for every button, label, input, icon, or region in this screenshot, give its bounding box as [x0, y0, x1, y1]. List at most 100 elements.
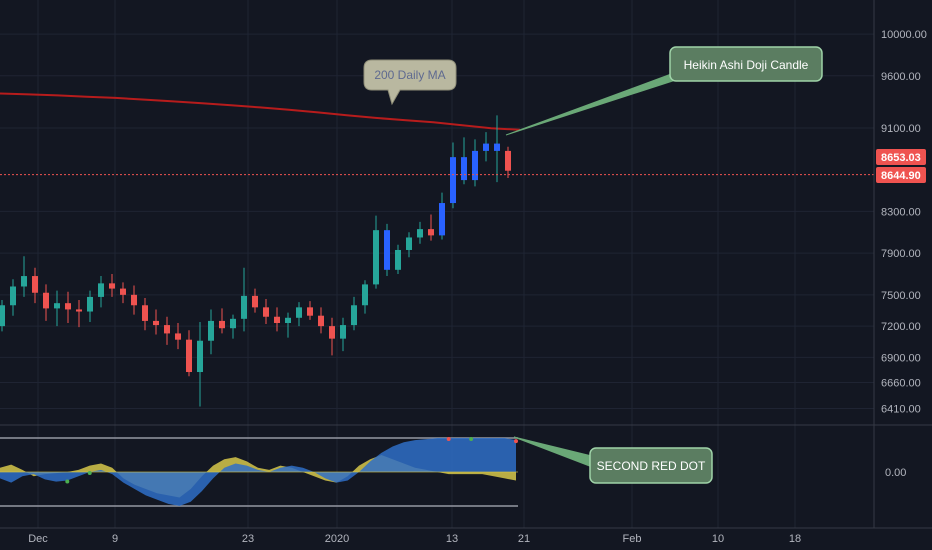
candle [0, 300, 5, 332]
candle-body [417, 229, 423, 238]
doji-callout: Heikin Ashi Doji Candle [505, 46, 823, 136]
candle [98, 276, 104, 308]
candle [109, 273, 115, 297]
candle-body [76, 309, 82, 312]
candle [439, 192, 445, 240]
candle-body [362, 284, 368, 306]
red-dot-callout: SECOND RED DOT [513, 436, 713, 484]
candle [318, 307, 324, 334]
y-tick-label: 6900.00 [881, 352, 921, 364]
candle [296, 302, 302, 327]
candle-body [0, 305, 5, 327]
y-tick-label: 9600.00 [881, 71, 921, 83]
candle-body [241, 295, 247, 319]
red-dot-callout-text: SECOND RED DOT [597, 459, 706, 473]
osc-zero-label: 0.00 [885, 467, 906, 479]
candle-body [252, 295, 258, 308]
x-tick-label: 10 [712, 533, 724, 545]
time-axis-ticks: Dec 9 23 2020 13 21 Feb 10 18 [28, 533, 801, 545]
candle-body [10, 286, 16, 306]
osc-green-dot [87, 471, 92, 475]
candle [131, 285, 137, 315]
y-tick-label: 7500.00 [881, 290, 921, 302]
osc-green-dot [65, 479, 70, 484]
candle [395, 244, 401, 274]
candle [230, 314, 236, 339]
candle [10, 279, 16, 316]
candle-body [373, 230, 379, 285]
last-price-label: 8653.03 [881, 152, 921, 164]
candle-body [175, 333, 181, 340]
osc-red-dot [446, 437, 451, 441]
candle [43, 284, 49, 321]
candle-body [472, 150, 478, 181]
candle [120, 282, 126, 304]
candle-body [32, 276, 38, 293]
candle-body [142, 305, 148, 321]
ma-callout-text: 200 Daily MA [374, 68, 445, 82]
x-tick-label: 2020 [325, 533, 349, 545]
candle [65, 291, 71, 323]
candle-body [318, 315, 324, 327]
candle-body [87, 296, 93, 312]
last-price-tag: 8653.03 [876, 149, 926, 165]
candle [21, 256, 27, 297]
candle-body [329, 326, 335, 339]
candle [406, 232, 412, 258]
candle [483, 132, 489, 162]
candle [241, 267, 247, 332]
x-tick-label: Dec [28, 533, 48, 545]
candle [219, 308, 225, 334]
ma-callout: 200 Daily MA [363, 59, 457, 106]
osc-red-dot [514, 439, 518, 444]
candle-body [351, 305, 357, 326]
y-tick-label: 6410.00 [881, 404, 921, 416]
candle-body [307, 307, 313, 316]
x-tick-label: 21 [518, 533, 530, 545]
candle [164, 316, 170, 345]
ma-200-line [0, 92, 521, 131]
doji-callout-text: Heikin Ashi Doji Candle [684, 58, 809, 72]
candle [417, 221, 423, 244]
prev-price-label: 8644.90 [881, 170, 921, 182]
candle-body [164, 325, 170, 334]
candle [351, 296, 357, 331]
candle [142, 297, 148, 331]
oscillator-pane [0, 437, 518, 507]
y-tick-label: 7200.00 [881, 321, 921, 333]
x-tick-label: 13 [446, 533, 458, 545]
candle-body [208, 320, 214, 341]
candle [87, 290, 93, 322]
candle [197, 321, 203, 407]
candle [76, 300, 82, 328]
candle-body [263, 307, 269, 317]
candle-body [186, 339, 192, 373]
moving-average-layer [0, 92, 521, 131]
candle-body [285, 317, 291, 323]
candle [505, 146, 511, 179]
candle-body [54, 303, 60, 309]
candle [285, 312, 291, 338]
candle [175, 322, 181, 350]
candle [472, 139, 478, 187]
candle [384, 223, 390, 277]
candle-body [505, 150, 511, 171]
candle-body [494, 143, 500, 151]
x-tick-label: 23 [242, 533, 254, 545]
candle-body [197, 340, 203, 373]
y-tick-label: 8300.00 [881, 206, 921, 218]
candle [340, 317, 346, 352]
price-axis-ticks: 10000.00 9600.00 9100.00 8300.00 7900.00 7500… [881, 29, 927, 415]
candle [494, 115, 500, 183]
y-tick-label: 10000.00 [881, 29, 927, 41]
candle-body [65, 303, 71, 310]
candle [450, 142, 456, 209]
candle-body [21, 276, 27, 287]
candle-body [395, 249, 401, 270]
grid [0, 0, 874, 528]
candle [54, 290, 60, 327]
candle-body [120, 288, 126, 295]
candle [263, 299, 269, 325]
candle-body [230, 318, 236, 329]
